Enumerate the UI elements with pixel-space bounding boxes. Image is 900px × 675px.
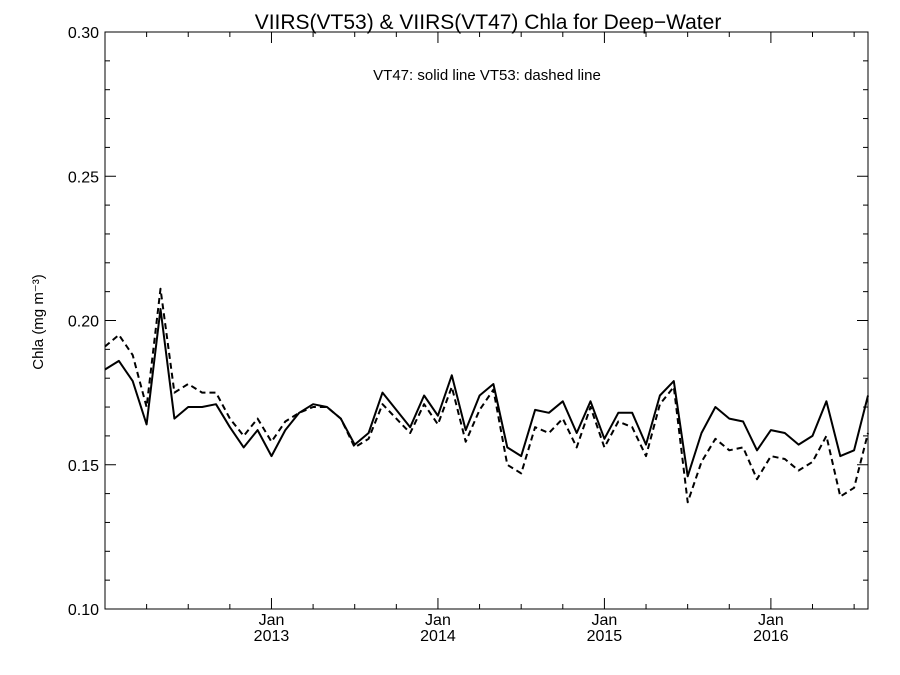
y-tick-label: 0.15 (68, 458, 99, 475)
x-tick-label-month: Jan (592, 612, 618, 629)
chart-title: VIIRS(VT53) & VIIRS(VT47) Chla for Deep−… (255, 11, 722, 34)
x-tick-label-year: 2015 (587, 628, 623, 645)
y-tick-label: 0.25 (68, 169, 99, 186)
x-tick-label-month: Jan (758, 612, 784, 629)
series-line-vt47 (104, 308, 869, 478)
x-tick-label-month: Jan (259, 612, 285, 629)
y-tick-label: 0.10 (68, 602, 99, 619)
y-axis-label: Chla (mg m⁻³) (30, 274, 47, 369)
y-tick-label: 0.30 (68, 25, 99, 42)
x-tick-label-month: Jan (425, 612, 451, 629)
y-tick-label: 0.20 (68, 314, 99, 331)
series-line-vt53 (104, 287, 869, 504)
legend-annotation: VT47: solid line VT53: dashed line (373, 67, 601, 84)
series-lines (104, 287, 869, 504)
plot-frame (104, 31, 869, 610)
x-tick-label-year: 2016 (753, 628, 789, 645)
axis-ticks: 0.100.150.200.250.30Jan2013Jan2014Jan201… (68, 25, 868, 645)
x-tick-label-year: 2014 (420, 628, 456, 645)
x-tick-label-year: 2013 (254, 628, 290, 645)
